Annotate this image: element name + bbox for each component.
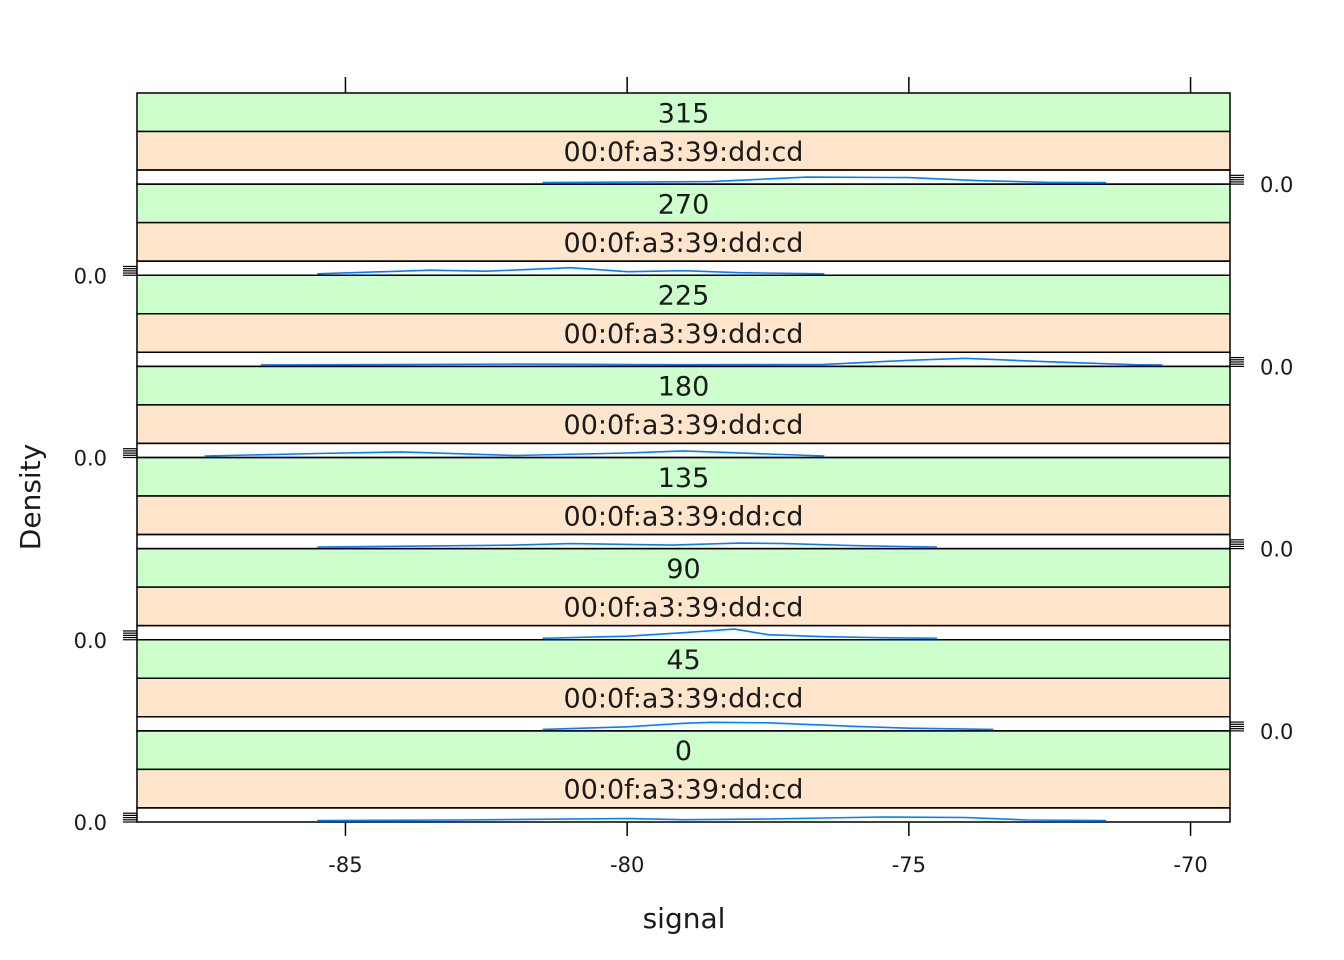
x-axis-title: signal [643, 902, 726, 935]
strip-angle [136, 456, 1231, 497]
strip-angle-label: 315 [658, 98, 710, 129]
strip-mac-label: 00:0f:a3:39:dd:cd [564, 137, 804, 168]
y-axis-title: Density [14, 444, 47, 550]
panel-45: 45 00:0f:a3:39:dd:cd [136, 639, 1231, 732]
density-line [317, 816, 1107, 822]
strip-mac [136, 677, 1231, 718]
y-tick-label: 0.0 [74, 264, 107, 288]
strip-mac [136, 130, 1231, 171]
strip-mac [136, 313, 1231, 353]
x-tick-label: -80 [610, 853, 644, 877]
strip-mac-label: 00:0f:a3:39:dd:cd [564, 684, 804, 715]
strip-mac-label: 00:0f:a3:39:dd:cd [564, 228, 804, 259]
strip-angle-label: 90 [666, 554, 700, 585]
panel-270: 270 00:0f:a3:39:dd:cd [136, 183, 1231, 276]
density-line [204, 450, 825, 457]
strip-angle-label: 45 [666, 645, 700, 676]
panel-0: 0 00:0f:a3:39:dd:cd [136, 730, 1231, 823]
density-line [317, 542, 938, 548]
y-tick-label: 0.0 [1260, 173, 1293, 197]
strip-mac-label: 00:0f:a3:39:dd:cd [564, 319, 804, 350]
strip-mac-label: 00:0f:a3:39:dd:cd [564, 410, 804, 441]
density-line [542, 721, 994, 731]
strip-mac [136, 768, 1231, 809]
panel-90: 90 00:0f:a3:39:dd:cd [136, 547, 1231, 641]
y-tick-label: 0.0 [74, 811, 107, 835]
density-line [542, 176, 1107, 184]
strip-angle-label: 180 [658, 372, 710, 403]
panels: 0 00:0f:a3:39:dd:cd 45 00:0f:a3:39:dd:cd 90 0… [136, 92, 1231, 823]
strip-angle-label: 135 [658, 463, 710, 494]
strip-angle [136, 730, 1231, 771]
panel-135: 135 00:0f:a3:39:dd:cd [136, 456, 1231, 550]
density-line [260, 357, 1163, 366]
axes: 0.0 0.0 0.0 0.0 0.0 0.0 0.0 0.0 -85 -80 -75 -70 [74, 77, 1293, 877]
x-tick-label: -85 [328, 853, 362, 877]
strip-mac [136, 221, 1231, 262]
density-line [542, 628, 938, 640]
x-tick-label: -70 [1173, 853, 1207, 877]
panel-180: 180 00:0f:a3:39:dd:cd [136, 365, 1231, 459]
y-tick-label: 0.0 [1260, 720, 1293, 744]
strip-angle [136, 365, 1231, 406]
panel-315: 315 00:0f:a3:39:dd:cd [136, 92, 1231, 185]
panel-225: 225 00:0f:a3:39:dd:cd [136, 274, 1231, 368]
density-line [317, 266, 825, 275]
strip-angle-label: 225 [658, 281, 710, 312]
strip-angle-label: 270 [658, 189, 710, 220]
strip-mac-label: 00:0f:a3:39:dd:cd [564, 501, 804, 532]
y-tick-label: 0.0 [74, 629, 107, 653]
y-tick-label: 0.0 [1260, 355, 1293, 379]
strip-angle-label: 0 [675, 736, 692, 767]
y-tick-label: 0.0 [74, 447, 107, 471]
strip-angle [136, 274, 1231, 315]
strip-angle [136, 183, 1231, 224]
strip-mac-label: 00:0f:a3:39:dd:cd [564, 775, 804, 806]
y-tick-label: 0.0 [1260, 538, 1293, 562]
strip-mac [136, 404, 1231, 445]
x-tick-label: -75 [892, 853, 926, 877]
strip-angle [136, 639, 1231, 679]
strip-mac-label: 00:0f:a3:39:dd:cd [564, 592, 804, 623]
